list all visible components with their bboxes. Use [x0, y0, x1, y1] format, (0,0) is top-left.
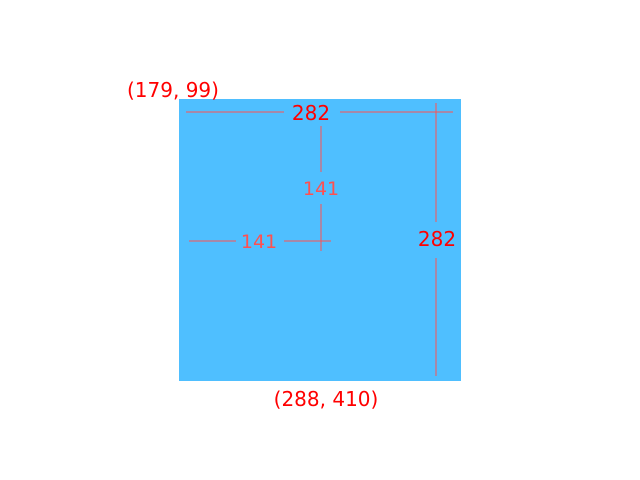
bottom-coordinate-label: (288, 410) [274, 387, 379, 411]
square-shape [179, 99, 461, 381]
inner-horizontal-label: 141 [241, 231, 277, 253]
height-label: 282 [418, 227, 456, 251]
inner-vertical-label: 141 [303, 178, 339, 200]
width-label: 282 [292, 101, 330, 125]
top-left-coordinate-label: (179, 99) [127, 78, 219, 102]
